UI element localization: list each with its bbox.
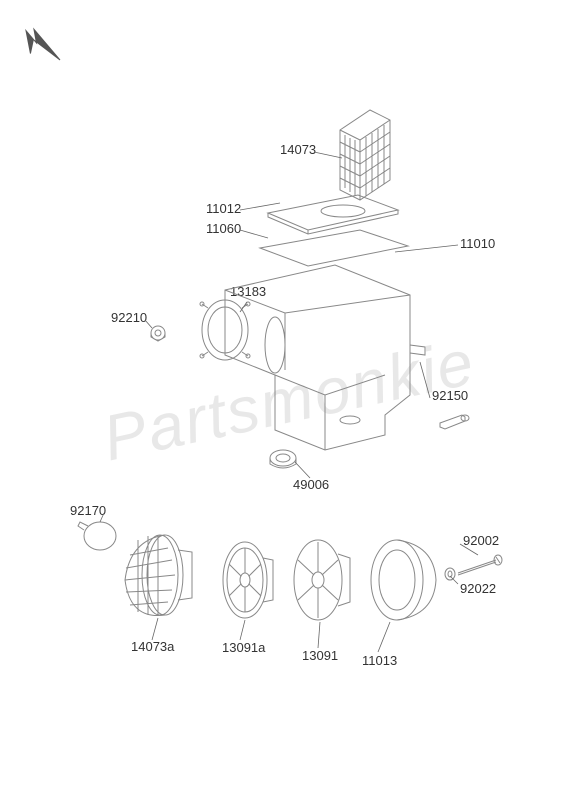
part-nut [151,326,165,341]
part-screw [458,555,502,575]
part-washer [445,568,455,580]
part-bolt [440,415,469,429]
part-duct-lower [125,535,192,616]
part-air-filter-case [225,265,425,450]
part-gasket [260,230,408,266]
part-duct-upper [340,110,390,200]
parts-diagram [0,0,577,799]
part-holder-outer [223,542,273,618]
part-cap [268,195,398,234]
part-boot [270,450,296,468]
part-holder-inner [294,540,350,620]
part-clamp [78,522,116,550]
part-element [371,540,436,620]
direction-arrow-icon [19,27,67,64]
